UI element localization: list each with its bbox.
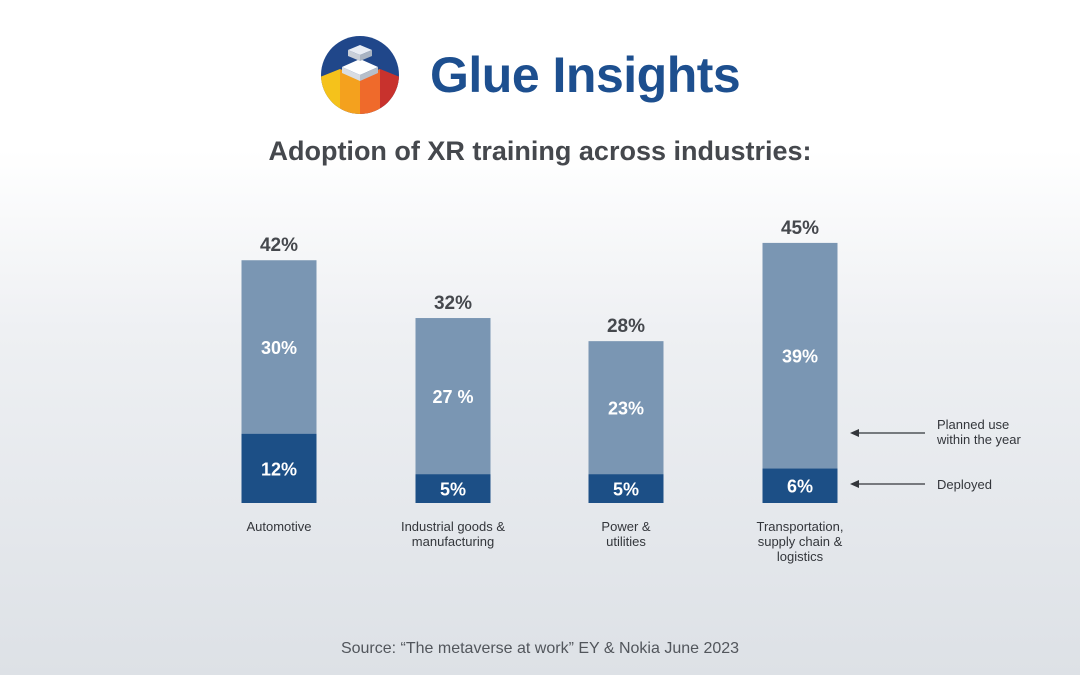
deployed-value-label: 12% xyxy=(261,459,297,479)
brand-name: Glue Insights xyxy=(430,47,741,103)
deployed-value-label: 6% xyxy=(787,477,813,497)
planned-bar-segment xyxy=(762,242,838,469)
planned-bar-segment xyxy=(415,318,491,475)
deployed-bar-segment xyxy=(762,468,838,503)
category-label: manufacturing xyxy=(412,534,494,549)
chart-title: Adoption of XR training across industrie… xyxy=(268,136,812,166)
planned-value-label: 27 % xyxy=(432,387,473,407)
category-label: Industrial goods & xyxy=(401,519,505,534)
category-label: Transportation, xyxy=(757,519,844,534)
category-label: Power & xyxy=(601,519,650,534)
total-value-label: 28% xyxy=(607,316,645,337)
planned-bar-segment xyxy=(588,341,664,475)
source-note: Source: “The metaverse at work” EY & Nok… xyxy=(340,640,740,657)
deployed-bar-segment xyxy=(415,474,491,503)
planned-value-label: 30% xyxy=(261,338,297,358)
planned-value-label: 39% xyxy=(782,347,818,367)
category-label: Automotive xyxy=(246,519,311,534)
category-label: supply chain & xyxy=(758,534,843,549)
total-value-label: 32% xyxy=(434,293,472,314)
planned-value-label: 23% xyxy=(608,399,644,419)
cube-logo-icon xyxy=(321,36,399,114)
deployed-value-label: 5% xyxy=(440,480,466,500)
deployed-bar-segment xyxy=(241,433,317,503)
category-label: utilities xyxy=(606,534,646,549)
legend-label-planned: Planned use xyxy=(937,417,1009,432)
legend-label-planned: within the year xyxy=(936,432,1021,447)
total-value-label: 45% xyxy=(781,218,819,239)
legend-arrow-planned-head xyxy=(850,429,859,437)
deployed-value-label: 5% xyxy=(613,480,639,500)
brand-header: Glue Insights xyxy=(320,34,741,116)
legend-label-deployed: Deployed xyxy=(937,477,992,492)
total-value-label: 42% xyxy=(260,235,298,256)
category-label: logistics xyxy=(777,549,824,564)
planned-bar-segment xyxy=(241,260,317,434)
deployed-bar-segment xyxy=(588,474,664,503)
legend-arrow-deployed-head xyxy=(850,480,859,488)
